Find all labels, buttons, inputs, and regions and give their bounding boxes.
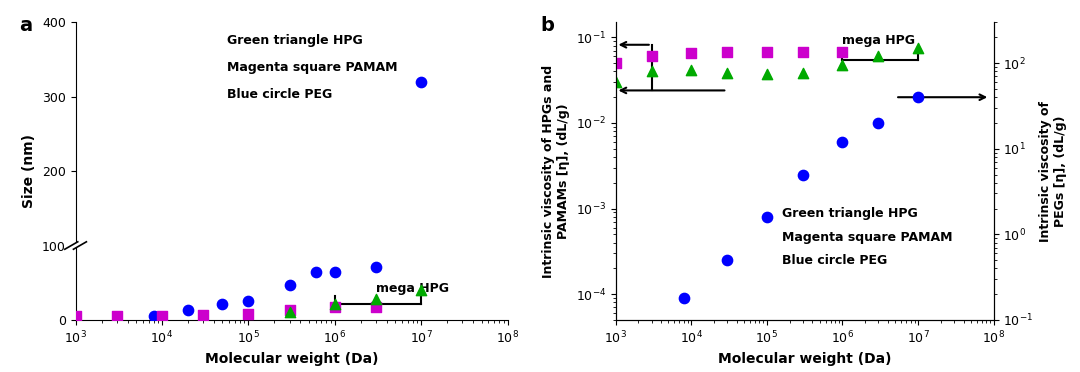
Point xyxy=(794,171,811,177)
Point xyxy=(194,312,212,318)
Point xyxy=(683,51,700,57)
Text: a: a xyxy=(19,16,32,35)
Point xyxy=(281,282,298,288)
Point xyxy=(607,60,624,66)
Point xyxy=(909,94,927,100)
Point xyxy=(326,301,343,307)
Point xyxy=(758,214,775,220)
Point xyxy=(367,304,384,310)
Point xyxy=(179,307,197,312)
Text: Green triangle HPG: Green triangle HPG xyxy=(782,207,918,220)
Text: Magenta square PAMAM: Magenta square PAMAM xyxy=(227,61,397,74)
Point xyxy=(326,269,343,275)
Point xyxy=(214,301,231,307)
Point xyxy=(794,70,811,76)
Text: mega HPG: mega HPG xyxy=(376,282,449,295)
Point xyxy=(834,139,851,145)
Text: Blue circle PEG: Blue circle PEG xyxy=(782,254,887,267)
Y-axis label: Size (nm): Size (nm) xyxy=(23,134,37,208)
Y-axis label: Intrinsic viscosity of HPGs and
PAMAMs [η], (dL/g): Intrinsic viscosity of HPGs and PAMAMs [… xyxy=(542,65,570,278)
Point xyxy=(794,49,811,55)
Text: mega HPG: mega HPG xyxy=(842,34,915,47)
Point xyxy=(108,313,125,319)
Point xyxy=(718,49,735,55)
Point xyxy=(869,120,887,126)
Text: Blue circle PEG: Blue circle PEG xyxy=(227,88,332,101)
Point xyxy=(758,71,775,77)
Point xyxy=(367,264,384,270)
Point xyxy=(758,49,775,55)
Point xyxy=(281,310,298,315)
Text: Green triangle HPG: Green triangle HPG xyxy=(227,34,363,47)
Point xyxy=(153,313,171,319)
X-axis label: Molecular weight (Da): Molecular weight (Da) xyxy=(718,352,891,366)
Point xyxy=(413,79,430,85)
Point xyxy=(834,62,851,68)
Point xyxy=(718,257,735,263)
Point xyxy=(307,269,324,275)
Text: b: b xyxy=(540,16,554,35)
Point xyxy=(718,70,735,76)
Point xyxy=(675,295,692,301)
Point xyxy=(67,313,84,319)
Point xyxy=(326,304,343,310)
X-axis label: Molecular weight (Da): Molecular weight (Da) xyxy=(205,352,378,366)
Point xyxy=(909,45,927,51)
Y-axis label: Intrinsic viscosity of
PEGs [η], (dL/g): Intrinsic viscosity of PEGs [η], (dL/g) xyxy=(1039,100,1067,242)
Point xyxy=(367,296,384,302)
Point xyxy=(643,68,660,74)
Point xyxy=(281,307,298,313)
Point xyxy=(240,298,257,304)
Point xyxy=(834,49,851,55)
Point xyxy=(683,67,700,73)
Point xyxy=(413,287,430,293)
Point xyxy=(869,54,887,60)
Text: Magenta square PAMAM: Magenta square PAMAM xyxy=(782,231,953,244)
Point xyxy=(145,313,162,319)
Point xyxy=(240,311,257,317)
Point xyxy=(607,79,624,85)
Point xyxy=(643,54,660,60)
